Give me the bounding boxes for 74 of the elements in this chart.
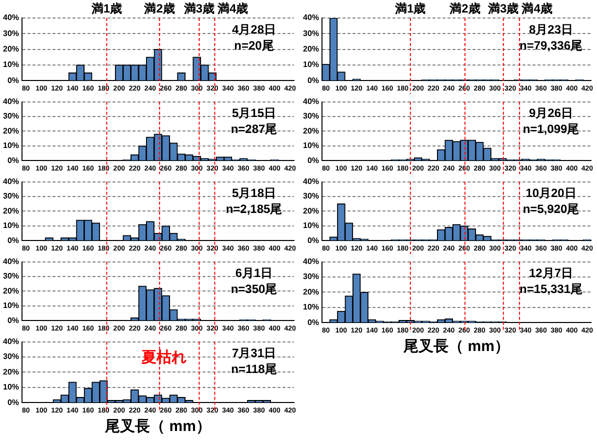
y-tick-label: 10% [2, 382, 20, 392]
y-tick-label: 20% [2, 44, 20, 54]
y-tick-label: 30% [2, 352, 20, 362]
y-tick-label: 20% [302, 287, 320, 296]
y-tick-label: 40% [2, 177, 20, 186]
y-tick-label: 0% [307, 156, 320, 165]
y-tick-label: 30% [302, 272, 320, 282]
annotation: n=15,331尾 [519, 282, 583, 296]
y-tick-label: 40% [302, 13, 320, 22]
y-tick-label: 20% [2, 126, 20, 136]
y-tick-label: 30% [302, 28, 320, 38]
annotation: n=287尾 [230, 122, 278, 136]
ref-line-label: 満3歳 [182, 1, 215, 16]
y-tick-label: 30% [302, 112, 320, 121]
y-tick-label: 10% [302, 221, 320, 230]
ref-line-label: 満1歳 [90, 1, 122, 16]
x-axis-title: 尾叉長（ mm） [104, 418, 211, 436]
y-tick-label: 10% [2, 301, 20, 310]
y-tick-label: 20% [2, 367, 20, 376]
y-tick-label: 10% [2, 60, 20, 70]
y-tick-label: 20% [302, 126, 320, 136]
y-tick-label: 0% [307, 236, 320, 245]
ref-line-label: 満4歳 [216, 1, 248, 16]
y-tick-label: 10% [2, 141, 20, 150]
ref-line-label: 満2歳 [143, 1, 175, 16]
y-tick-label: 20% [302, 44, 320, 54]
y-tick-label: 30% [2, 28, 20, 38]
y-tick-label: 10% [302, 141, 320, 150]
annotation: n=1,099尾 [522, 122, 580, 136]
annotation: 12月7日 [528, 266, 574, 280]
annotation: n=2,185尾 [226, 202, 282, 216]
annotation: n=350尾 [230, 282, 278, 296]
annotation: 4月28日 [232, 22, 276, 36]
annotation: 夏枯れ [140, 348, 186, 366]
annotation: 6月1日 [235, 266, 273, 280]
y-tick-label: 0% [7, 398, 20, 407]
annotation: 5月18日 [232, 186, 276, 200]
y-tick-label: 40% [302, 177, 320, 186]
annotation: 7月31日 [232, 346, 276, 360]
annotation: n=79,336尾 [519, 38, 583, 52]
y-tick-label: 0% [7, 156, 20, 165]
y-tick-label: 40% [302, 257, 320, 266]
y-tick-label: 30% [2, 272, 20, 281]
annotation: n=118尾 [231, 362, 277, 376]
y-tick-label: 0% [7, 316, 20, 325]
ref-line-label: 満2歳 [448, 1, 480, 16]
annotation: 8月23日 [528, 22, 574, 36]
y-tick-label: 10% [302, 302, 320, 312]
y-tick-label: 20% [2, 206, 20, 216]
y-tick-label: 40% [2, 13, 20, 22]
y-tick-label: 40% [2, 257, 20, 266]
y-tick-label: 0% [7, 76, 20, 85]
y-tick-label: 40% [302, 97, 320, 106]
annotation: 10月20日 [526, 186, 576, 200]
y-tick-label: 30% [2, 112, 20, 121]
x-axis-title: 尾叉長（ mm） [402, 338, 510, 356]
ref-line-label: 満1歳 [394, 1, 426, 16]
y-tick-label: 40% [2, 337, 20, 346]
annotation: 9月26日 [528, 106, 574, 120]
y-tick-label: 0% [307, 76, 320, 85]
y-tick-label: 10% [302, 60, 320, 70]
y-tick-label: 0% [7, 236, 20, 245]
annotation: n=20尾 [234, 38, 274, 52]
y-tick-label: 0% [307, 318, 320, 327]
y-tick-label: 20% [2, 286, 20, 296]
y-tick-label: 20% [302, 206, 320, 216]
annotation: n=5,920尾 [522, 202, 580, 216]
ref-line-label: 満3歳 [487, 1, 519, 16]
ref-line-label: 満4歳 [520, 1, 552, 16]
y-tick-label: 10% [2, 221, 20, 230]
annotation: 5月15日 [232, 106, 276, 120]
y-tick-label: 30% [302, 192, 320, 201]
y-tick-label: 40% [2, 97, 20, 106]
y-tick-label: 30% [2, 192, 20, 201]
